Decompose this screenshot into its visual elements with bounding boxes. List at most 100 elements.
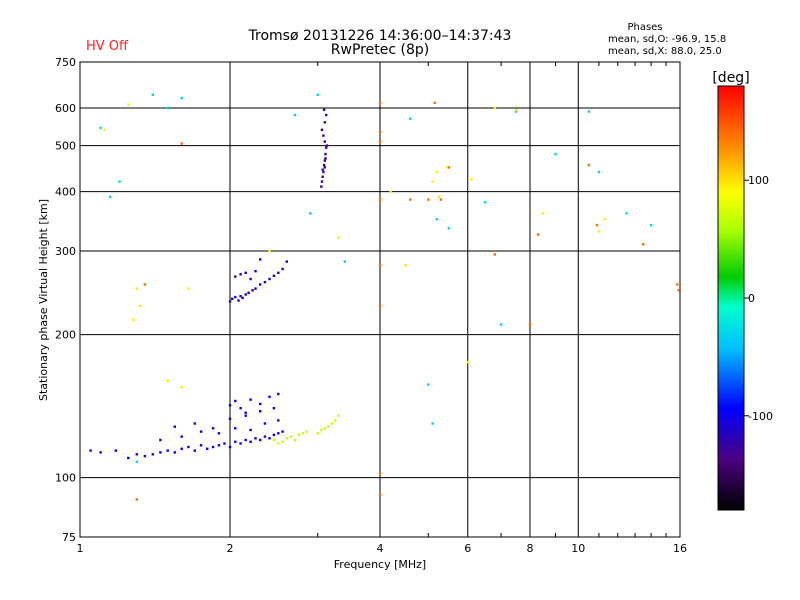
data-point [272,438,276,442]
data-point [285,437,288,440]
data-point [324,157,327,160]
data-point [343,260,346,263]
grid-lines [80,62,680,537]
data-point [193,422,196,425]
data-point [228,417,232,420]
data-point [254,437,257,440]
data-point [324,152,327,156]
x-tick-label: 2 [227,542,234,555]
data-point [268,277,271,281]
data-point [528,323,532,326]
data-point [323,159,326,162]
x-tick-label: 16 [673,542,687,555]
data-point [114,449,117,452]
data-point [234,440,237,443]
data-point [320,128,324,131]
data-point [151,453,154,456]
data-point [135,460,138,463]
data-point [173,425,176,428]
stats-title: Phases [627,22,662,33]
data-point [109,195,112,199]
y-tick-label: 300 [55,245,76,258]
data-point [259,438,262,442]
data-point [322,163,326,167]
data-point [180,386,183,389]
data-point [244,293,247,296]
data-point [337,414,340,417]
data-point [217,432,221,435]
data-point [597,230,601,233]
data-point [483,201,487,204]
data-point [514,110,518,113]
data-point [199,430,203,433]
data-point [268,395,271,398]
data-point [677,289,680,292]
data-point [127,456,130,460]
data-point [99,126,102,130]
data-point [193,449,196,452]
data-point [180,96,183,100]
data-point [466,361,469,364]
data-point [323,121,326,124]
data-point [427,198,430,201]
data-point [447,166,451,169]
data-point [325,113,328,117]
data-point [325,144,329,147]
data-point [127,103,130,106]
data-point [330,422,333,425]
data-point [493,106,496,110]
data-point [322,170,325,174]
data-point [281,430,284,433]
data-point [234,275,237,278]
data-point [228,300,232,303]
x-tick-label: 6 [464,542,471,555]
data-point [323,166,326,169]
data-point [595,224,599,227]
data-point [321,168,324,171]
data-point [263,422,267,425]
y-tick-label: 500 [55,140,76,153]
data-point [301,432,304,435]
data-point [333,419,337,422]
data-point [281,267,284,271]
data-point [135,287,138,290]
y-tick-label: 100 [55,472,76,485]
data-point [228,445,232,449]
data-point [259,283,262,286]
data-point [180,435,183,438]
data-point [118,180,121,183]
data-point [135,453,138,456]
colorbar-tick-label: 100 [748,174,769,187]
data-point [404,264,407,267]
data-point [431,422,434,425]
y-tick-label: 200 [55,329,76,342]
data-point [323,140,326,143]
data-point [159,451,162,454]
y-tick-label: 400 [55,186,76,199]
data-point [247,291,250,294]
data-point [239,442,242,445]
data-point [676,283,679,286]
data-point [285,260,288,263]
data-point [254,270,257,273]
data-point [249,277,252,281]
data-point [132,318,135,321]
y-tick-label: 750 [55,56,76,69]
colorbar-ticks: 100 0 -100 [744,174,773,423]
data-point [211,427,215,430]
data-point [409,117,412,120]
data-point [541,212,545,215]
data-point [239,295,242,298]
stats-line-x: mean, sd,X: 88.0, 25.0 [608,46,722,57]
data-point [244,414,247,417]
data-point [187,445,190,449]
data-point [297,433,301,437]
data-point [293,438,297,442]
data-point [268,249,271,253]
data-point [89,449,92,452]
data-point [309,212,312,215]
y-axis-ticks: 75 100 200 300 400 500 600 750 [55,56,76,544]
data-point [206,447,209,450]
data-point [217,444,221,447]
